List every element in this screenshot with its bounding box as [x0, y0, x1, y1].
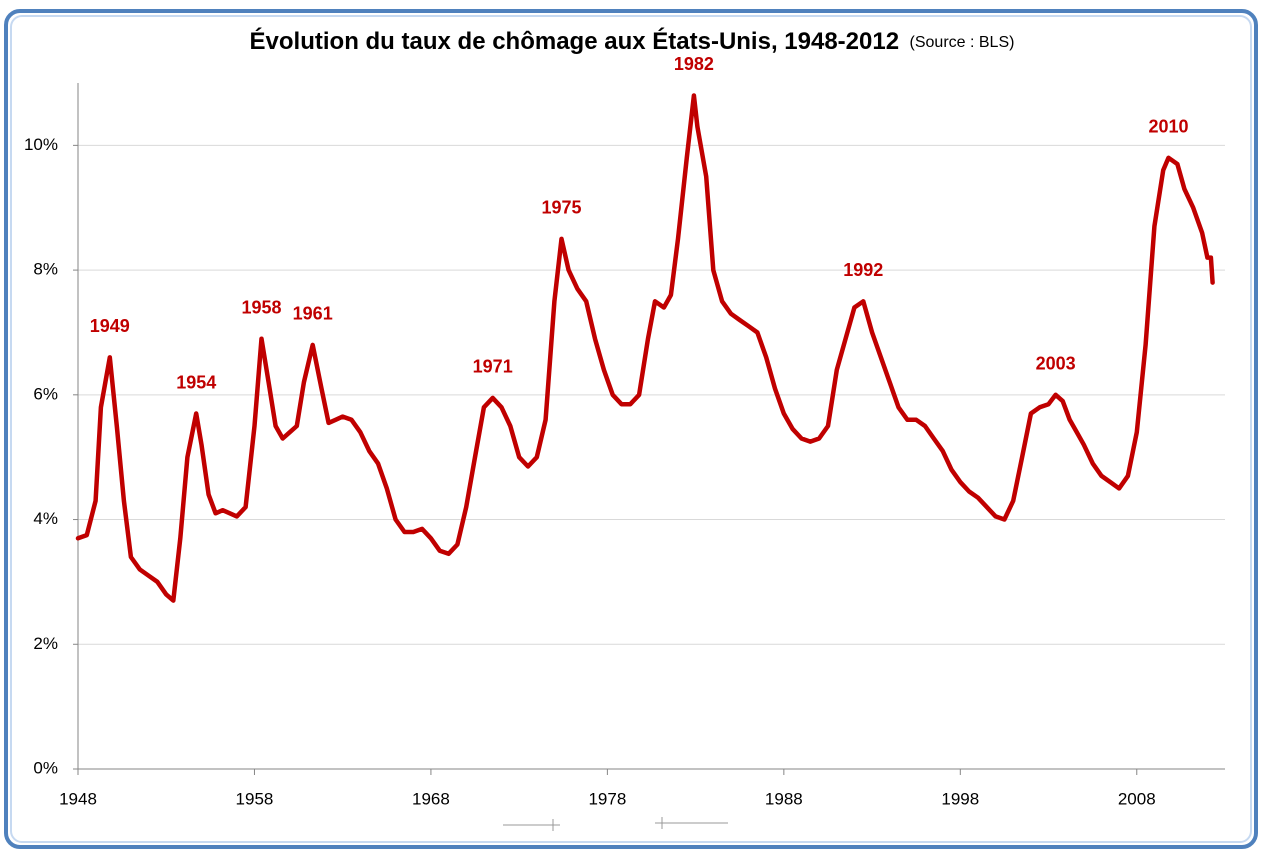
annotation: 2010 [1149, 117, 1189, 137]
x-tick-label: 1998 [941, 789, 979, 808]
y-tick-label: 4% [33, 509, 58, 528]
x-tick-label: 2008 [1118, 789, 1156, 808]
chart-frame-inner [10, 15, 1252, 843]
annotation: 1992 [843, 260, 883, 280]
x-tick-label: 1978 [588, 789, 626, 808]
chart-frame [4, 9, 1258, 849]
chart-title-group: Évolution du taux de chômage aux États-U… [250, 27, 1015, 55]
annotation: 1971 [473, 357, 513, 377]
x-tick-label: 1958 [236, 789, 274, 808]
annotation: 1954 [176, 372, 216, 392]
chart-title: Évolution du taux de chômage aux États-U… [250, 27, 900, 55]
annotation: 1949 [90, 316, 130, 336]
annotation: 1958 [241, 297, 281, 317]
annotation: 1961 [293, 304, 333, 324]
x-tick-label: 1948 [59, 789, 97, 808]
y-tick-label: 0% [33, 758, 58, 777]
y-tick-label: 6% [33, 384, 58, 403]
x-tick-label: 1988 [765, 789, 803, 808]
y-tick-label: 2% [33, 634, 58, 653]
x-tick-label: 1968 [412, 789, 450, 808]
annotation: 1975 [541, 198, 581, 218]
chart-subtitle: (Source : BLS) [910, 34, 1015, 51]
annotation: 1982 [674, 54, 714, 74]
scrollbar-decoration [503, 817, 728, 831]
y-tick-label: 10% [24, 135, 58, 154]
y-tick-label: 8% [33, 260, 58, 279]
annotation: 2003 [1036, 354, 1076, 374]
data-line [75, 93, 1215, 603]
